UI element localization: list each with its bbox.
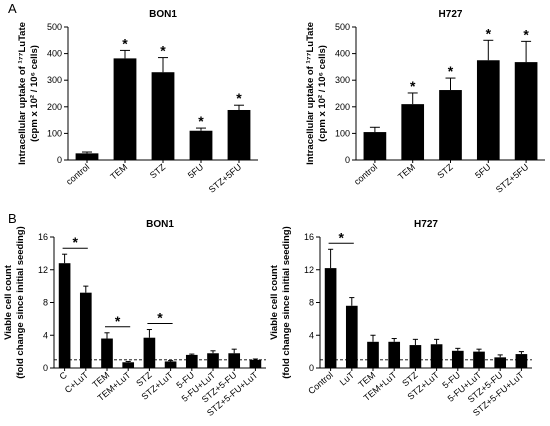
panel-label-b: B	[8, 211, 17, 226]
chart-bon1-uptake: BON1 Intracellular uptake of ¹⁷⁷LuTate (cp…	[17, 9, 258, 195]
bar	[228, 353, 241, 368]
y-tick-label: 0	[345, 155, 350, 165]
chart-bon1-viability: BON1 Viable cell count (fold change since …	[3, 219, 266, 418]
bar	[164, 361, 177, 368]
bar	[430, 344, 443, 368]
y-axis-label: Intracellular uptake of ¹⁷⁷LuTate	[305, 22, 316, 165]
bar	[207, 353, 219, 368]
x-tick-label: LuT	[338, 370, 357, 388]
bar	[439, 90, 462, 160]
bar	[515, 354, 528, 368]
y-tick-label: 0	[57, 155, 62, 165]
y-tick-label: 300	[47, 75, 62, 85]
bar	[227, 109, 251, 160]
significance-marker: *	[236, 90, 242, 106]
bar	[58, 263, 71, 368]
y-axis-label: Viable cell count	[3, 264, 14, 340]
significance-marker: *	[198, 113, 204, 129]
y-tick-label: 4	[43, 330, 48, 340]
x-tick-label: STZ+5FU	[207, 162, 244, 195]
y-tick-label: 300	[335, 75, 350, 85]
bar	[514, 62, 538, 160]
bar	[151, 72, 175, 160]
bar	[189, 130, 213, 160]
y-axis-label: Intracellular uptake of ¹⁷⁷LuTate	[17, 22, 28, 165]
bar	[143, 337, 156, 368]
bar	[388, 341, 401, 368]
y-tick-label: 400	[335, 49, 350, 59]
x-tick-label: C+LuT	[63, 370, 91, 396]
y-axis-label-units: (fold change since initial seeding)	[15, 226, 26, 379]
x-tick-label: STZ+5FU	[494, 162, 531, 195]
x-tick-label: STZ	[148, 162, 168, 181]
y-tick-label: 12	[38, 265, 48, 275]
chart-h727-uptake: H727 Intracellular uptake of ¹⁷⁷LuTate (cp…	[305, 9, 545, 195]
y-axis-label-units: (fold change since initial seeding)	[281, 226, 292, 379]
comparison-marker: *	[72, 234, 78, 250]
bar	[401, 104, 425, 160]
y-tick-label: 4	[309, 330, 314, 340]
x-tick-label: TEM	[396, 162, 417, 182]
y-axis-label-units: (cpm x 10² / 10⁶ cells)	[29, 45, 40, 142]
chart-title: H727	[439, 9, 463, 20]
bar	[75, 153, 99, 160]
x-tick-label: 5FU	[473, 162, 492, 181]
y-tick-label: 400	[47, 49, 62, 59]
comparison-marker: *	[338, 229, 344, 245]
y-tick-label: 500	[335, 22, 350, 32]
y-tick-label: 12	[304, 265, 314, 275]
chart-title: BON1	[146, 219, 174, 230]
comparison-marker: *	[157, 310, 163, 326]
significance-marker: *	[448, 63, 454, 79]
y-axis-label: Viable cell count	[269, 264, 280, 340]
y-tick-label: 100	[47, 128, 62, 138]
bar	[79, 292, 92, 368]
bar	[494, 357, 507, 368]
x-tick-label: Control	[306, 370, 335, 396]
y-axis-label-units: (cpm x 10² / 10⁶ cells)	[317, 45, 328, 142]
x-tick-label: C	[57, 370, 69, 382]
y-tick-label: 8	[309, 298, 314, 308]
bar	[367, 341, 379, 368]
y-tick-label: 0	[309, 363, 314, 373]
bar	[185, 354, 198, 368]
y-tick-label: 200	[47, 102, 62, 112]
comparison-marker: *	[115, 313, 121, 329]
y-tick-label: 500	[47, 22, 62, 32]
x-tick-label: control	[64, 162, 91, 187]
bar	[122, 362, 135, 368]
significance-marker: *	[122, 35, 128, 51]
bar	[473, 351, 485, 368]
y-tick-label: 16	[304, 232, 314, 242]
y-tick-label: 8	[43, 298, 48, 308]
panel-label-a: A	[8, 1, 17, 16]
bar	[113, 58, 137, 160]
bar	[476, 60, 500, 160]
bar	[101, 338, 113, 368]
bar	[345, 305, 358, 368]
significance-marker: *	[160, 43, 166, 59]
significance-marker: *	[410, 78, 416, 94]
chart-h727-viability: H727 Viable cell count (fold change since …	[269, 219, 532, 418]
y-tick-label: 200	[335, 102, 350, 112]
bar	[409, 345, 422, 368]
significance-marker: *	[486, 25, 492, 41]
significance-marker: *	[523, 26, 529, 42]
y-tick-label: 16	[38, 232, 48, 242]
chart-title: BON1	[149, 9, 177, 20]
chart-title: H727	[414, 219, 438, 230]
bar	[324, 268, 337, 368]
x-tick-label: 5FU	[186, 162, 205, 181]
bar	[363, 132, 387, 160]
y-tick-label: 100	[335, 128, 350, 138]
bar	[249, 359, 262, 368]
x-tick-label: control	[352, 162, 379, 187]
x-tick-label: TEM	[108, 162, 129, 182]
x-tick-label: STZ	[435, 162, 455, 181]
y-tick-label: 0	[43, 363, 48, 373]
bar	[451, 350, 464, 368]
